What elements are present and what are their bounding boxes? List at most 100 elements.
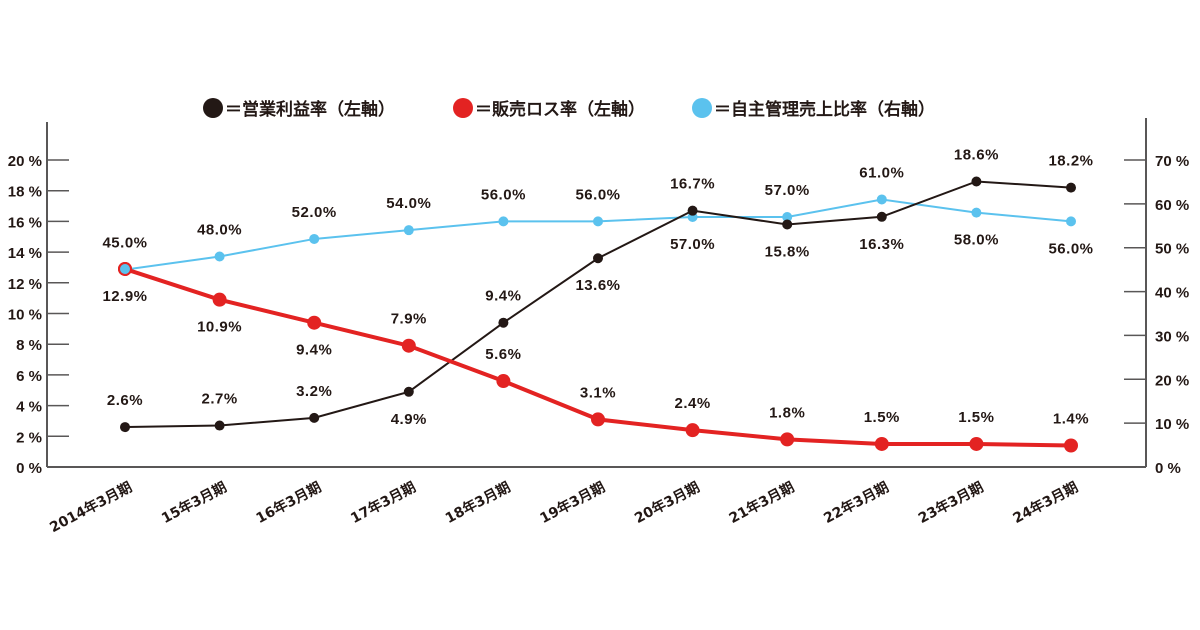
data-point [1066,182,1076,193]
data-label: 2.6% [107,392,143,409]
data-point [591,412,605,427]
data-label: 57.0% [765,182,810,199]
x-tick-label: 2014年3月期 [47,479,135,537]
data-point [120,422,130,433]
data-label: 12.9% [102,288,147,305]
data-label: 58.0% [954,232,999,249]
left-tick-label: 2 % [16,429,42,446]
legend-marker [203,98,223,118]
data-point [498,317,509,328]
data-label: 56.0% [1048,240,1093,257]
data-label: 5.6% [485,346,521,363]
data-point [685,423,700,438]
x-tick-label: 19年3月期 [537,479,608,527]
series-0 [120,176,1076,433]
left-tick-label: 8 % [16,337,42,354]
data-point [403,386,414,397]
left-tick-label: 16 % [8,214,42,231]
data-point [212,292,227,307]
data-label: 1.5% [864,409,900,426]
data-point [214,420,225,431]
data-label: 56.0% [481,186,526,203]
right-tick-label: 50 % [1155,241,1189,258]
data-label: 48.0% [197,221,242,238]
data-label: 57.0% [670,236,715,253]
left-tick-label: 10 % [8,307,42,324]
right-tick-label: 10 % [1155,416,1189,433]
data-point [971,176,982,187]
data-label: 4.9% [391,411,427,428]
legend-label: ＝営業利益率（左軸） [225,99,395,120]
right-tick-label: 20 % [1155,372,1189,389]
data-point [876,194,887,205]
data-point [498,216,509,227]
data-point [309,233,320,244]
data-label: 1.8% [769,404,805,421]
data-point [971,207,982,218]
x-tick-label: 15年3月期 [159,479,230,527]
data-label: 1.5% [958,409,994,426]
x-tick-label: 23年3月期 [915,479,986,527]
data-point [214,251,225,262]
data-label: 7.9% [391,311,427,328]
right-tick-label: 40 % [1155,285,1189,302]
data-label: 9.4% [296,342,332,359]
data-label: 3.2% [296,383,332,400]
left-tick-label: 14 % [8,245,42,262]
data-point [780,432,795,447]
data-label: 18.6% [954,146,999,163]
legend-marker [692,98,712,118]
data-point [593,253,603,264]
data-label: 52.0% [292,204,337,221]
right-tick-label: 60 % [1155,197,1189,214]
right-tick-label: 0 % [1155,460,1181,477]
data-point [309,412,320,423]
left-tick-label: 6 % [16,368,42,385]
data-label: 1.4% [1053,411,1089,428]
data-label: 61.0% [859,164,904,181]
data-label: 2.4% [674,395,710,412]
data-point [969,436,984,451]
data-label: 2.7% [201,391,237,408]
x-tick-label: 22年3月期 [821,479,892,527]
x-tick-label: 20年3月期 [632,479,703,527]
data-point [307,315,322,330]
legend-label: ＝自主管理売上比率（右軸） [714,99,935,120]
x-tick-label: 18年3月期 [442,479,513,527]
x-tick-label: 21年3月期 [726,479,797,527]
data-label: 16.3% [859,236,904,253]
right-tick-label: 70 % [1155,153,1189,170]
data-point [876,211,887,222]
left-tick-label: 20 % [8,153,42,170]
data-label: 54.0% [386,195,431,212]
data-point [496,374,511,389]
legend-label: ＝販売ロス率（左軸） [475,99,645,120]
data-point [118,261,132,276]
data-label: 45.0% [102,235,147,252]
data-point [403,225,414,236]
data-point [874,436,889,451]
x-tick-label: 24年3月期 [1010,479,1081,527]
data-label: 16.7% [670,176,715,193]
data-point [782,212,793,223]
data-point [782,219,793,230]
left-tick-label: 18 % [8,184,42,201]
left-tick-label: 0 % [16,460,42,477]
data-point [1066,216,1076,227]
left-tick-label: 12 % [8,276,42,293]
data-label: 18.2% [1048,153,1093,170]
x-tick-label: 16年3月期 [253,479,324,527]
data-point [593,216,603,227]
legend-marker [453,98,473,118]
data-label: 15.8% [765,243,810,260]
data-point [687,205,698,216]
right-tick-label: 30 % [1155,328,1189,345]
data-label: 56.0% [575,186,620,203]
data-label: 10.9% [197,319,242,336]
series-2 [120,194,1076,275]
data-point [1064,438,1078,453]
data-label: 13.6% [575,277,620,294]
left-tick-label: 4 % [16,399,42,416]
data-label: 3.1% [580,384,616,401]
